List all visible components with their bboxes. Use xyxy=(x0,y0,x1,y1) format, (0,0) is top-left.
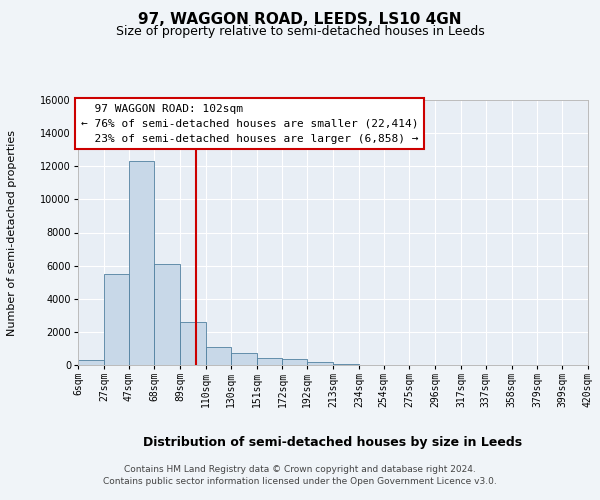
Bar xyxy=(257,358,283,365)
Text: Contains public sector information licensed under the Open Government Licence v3: Contains public sector information licen… xyxy=(103,477,497,486)
Text: 97 WAGGON ROAD: 102sqm
← 76% of semi-detached houses are smaller (22,414)
  23% : 97 WAGGON ROAD: 102sqm ← 76% of semi-det… xyxy=(80,104,418,144)
Bar xyxy=(333,364,359,365)
Bar xyxy=(78,360,104,365)
Text: Contains HM Land Registry data © Crown copyright and database right 2024.: Contains HM Land Registry data © Crown c… xyxy=(124,465,476,474)
Bar xyxy=(128,162,154,365)
Text: Distribution of semi-detached houses by size in Leeds: Distribution of semi-detached houses by … xyxy=(143,436,523,449)
Bar xyxy=(307,362,333,365)
Bar xyxy=(104,274,128,365)
Text: Size of property relative to semi-detached houses in Leeds: Size of property relative to semi-detach… xyxy=(116,25,484,38)
Text: Number of semi-detached properties: Number of semi-detached properties xyxy=(7,130,17,336)
Bar xyxy=(154,264,180,365)
Bar xyxy=(206,347,231,365)
Bar xyxy=(283,359,307,365)
Bar xyxy=(231,354,257,365)
Bar xyxy=(180,322,206,365)
Text: 97, WAGGON ROAD, LEEDS, LS10 4GN: 97, WAGGON ROAD, LEEDS, LS10 4GN xyxy=(138,12,462,28)
